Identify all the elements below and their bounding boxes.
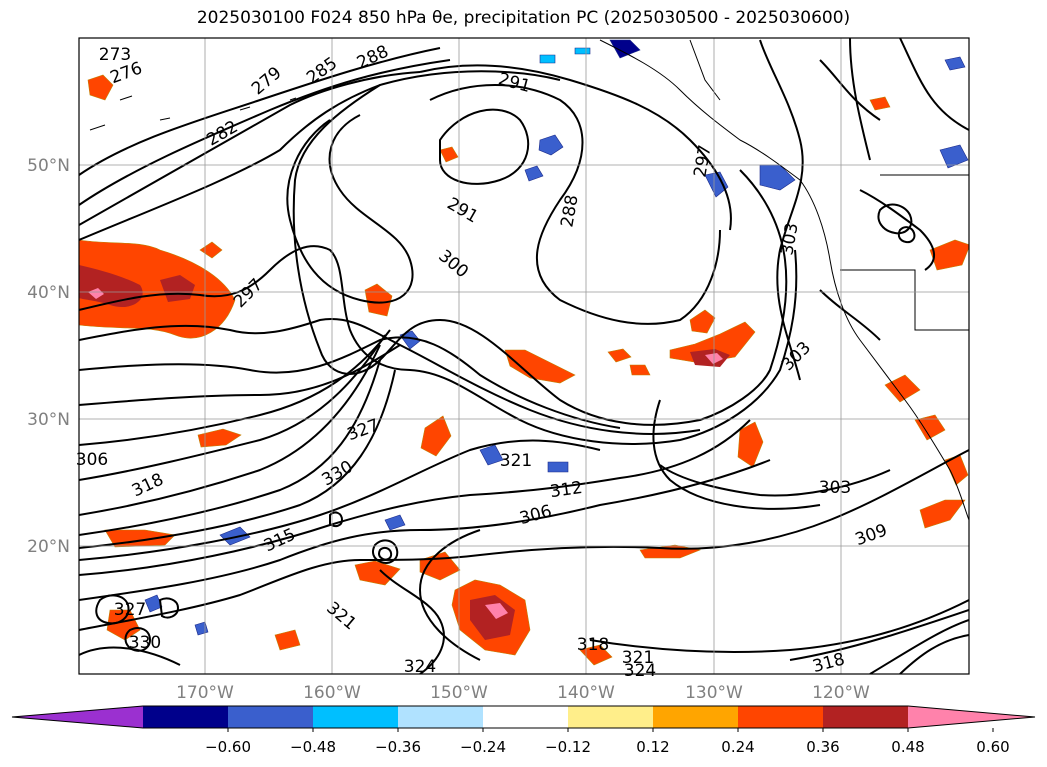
lon-label: 130°W [685, 683, 743, 703]
colorbar-segment [738, 706, 823, 728]
contour-label: 321 [500, 451, 532, 471]
theta-e-contours [79, 38, 969, 674]
lon-label: 140°W [557, 683, 615, 703]
colorbar-tick-label: −0.48 [290, 738, 336, 756]
lat-label: 30°N [27, 410, 70, 430]
latitude-labels: 50°N 40°N 30°N 20°N [27, 156, 70, 557]
contour-label: 273 [99, 45, 131, 65]
colorbar-extend-max [908, 706, 1035, 728]
colorbar-tick-label: 0.48 [891, 738, 924, 756]
colorbar-tick-label: −0.24 [460, 738, 506, 756]
contour-label: 312 [549, 478, 584, 502]
colorbar-segment [483, 706, 568, 728]
map-frame [78, 37, 970, 675]
lon-label: 160°W [303, 683, 361, 703]
map-area [79, 38, 969, 674]
colorbar-segment [398, 706, 483, 728]
colorbar-tick-label: −0.36 [375, 738, 421, 756]
precipitation-shading [79, 74, 969, 666]
colorbar-tick-label: 0.12 [636, 738, 669, 756]
contour-label: 306 [76, 450, 108, 470]
colorbar-tick-label: −0.60 [205, 738, 251, 756]
colorbar-extend-min [12, 706, 143, 728]
lat-label: 20°N [27, 537, 70, 557]
contour-label: 324 [624, 661, 656, 681]
lat-label: 40°N [27, 283, 70, 303]
colorbar-segment [653, 706, 738, 728]
lon-label: 150°W [430, 683, 488, 703]
lon-label: 120°W [812, 683, 870, 703]
colorbar-segment [143, 706, 228, 728]
contour-label: 327 [114, 600, 146, 620]
colorbar-segment [313, 706, 398, 728]
colorbar-segment [228, 706, 313, 728]
longitude-labels: 170°W 160°W 150°W 140°W 130°W 120°W [176, 683, 870, 703]
colorbar-tick-label: −0.12 [545, 738, 591, 756]
plot-title: 2025030100 F024 850 hPa θe, precipitatio… [196, 8, 851, 28]
lat-label: 50°N [27, 156, 70, 176]
contour-label: 318 [577, 635, 609, 655]
colorbar-segment [823, 706, 908, 728]
colorbar-tick-label: 0.60 [976, 738, 1009, 756]
colorbar: −0.60 −0.48 −0.36 −0.24 −0.12 0.12 0.24 0.36 0.4… [11, 705, 1036, 756]
graticule [79, 38, 969, 674]
contour-label: 321 [622, 648, 654, 668]
contour-label: 330 [129, 633, 161, 653]
colorbar-segment [568, 706, 653, 728]
contour-label: 324 [404, 657, 436, 677]
lon-label: 170°W [176, 683, 234, 703]
colorbar-tick-label: 0.36 [806, 738, 839, 756]
colorbar-tick-label: 0.24 [721, 738, 754, 756]
colorbar-outline [11, 705, 1036, 729]
contour-label: 303 [819, 478, 851, 498]
coastline [89, 39, 969, 521]
